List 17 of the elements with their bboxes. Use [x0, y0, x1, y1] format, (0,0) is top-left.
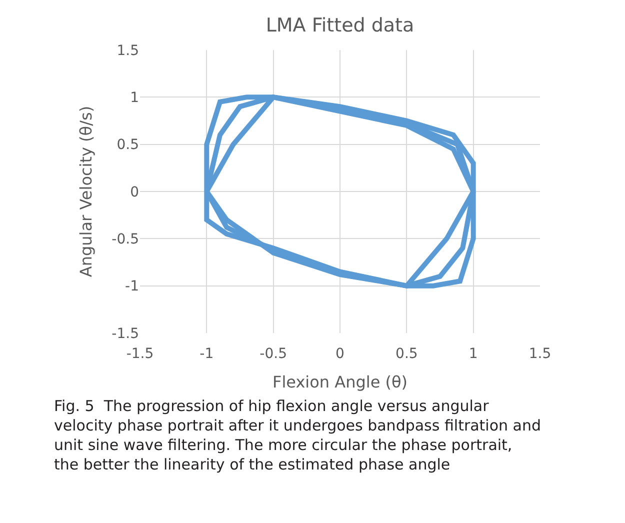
x-tick-label: 0.5 — [396, 346, 418, 362]
y-axis-title: Angular Velocity (θ/s) — [76, 106, 96, 278]
y-tick-label: -1 — [125, 278, 139, 295]
x-tick-label: 0 — [336, 346, 344, 362]
x-tick-label: -1 — [200, 346, 214, 362]
y-tick-label: -1.5 — [112, 326, 139, 342]
x-tick-label: 1.5 — [528, 346, 552, 362]
caption: Fig. 5 The progression of hip flexion angle versus angular velocity phase portrait after it undergoes bandpass filtration and unit sine wave filtering. The more circular the phase portrait, the better the linearity of the estimated phase angle — [54, 397, 542, 474]
x-tick-label: -0.5 — [260, 346, 287, 362]
x-axis-title: Flexion Angle (θ) — [272, 372, 408, 392]
x-tick-label: 1 — [468, 346, 478, 362]
y-tick-label: -0.5 — [112, 232, 139, 248]
y-tick-label: 1 — [130, 90, 139, 106]
y-tick-label: 1.5 — [116, 42, 139, 59]
chart-title: LMA Fitted data — [266, 14, 414, 37]
y-tick-label: 0.5 — [116, 137, 139, 154]
y-tick-label: 0 — [130, 184, 139, 200]
